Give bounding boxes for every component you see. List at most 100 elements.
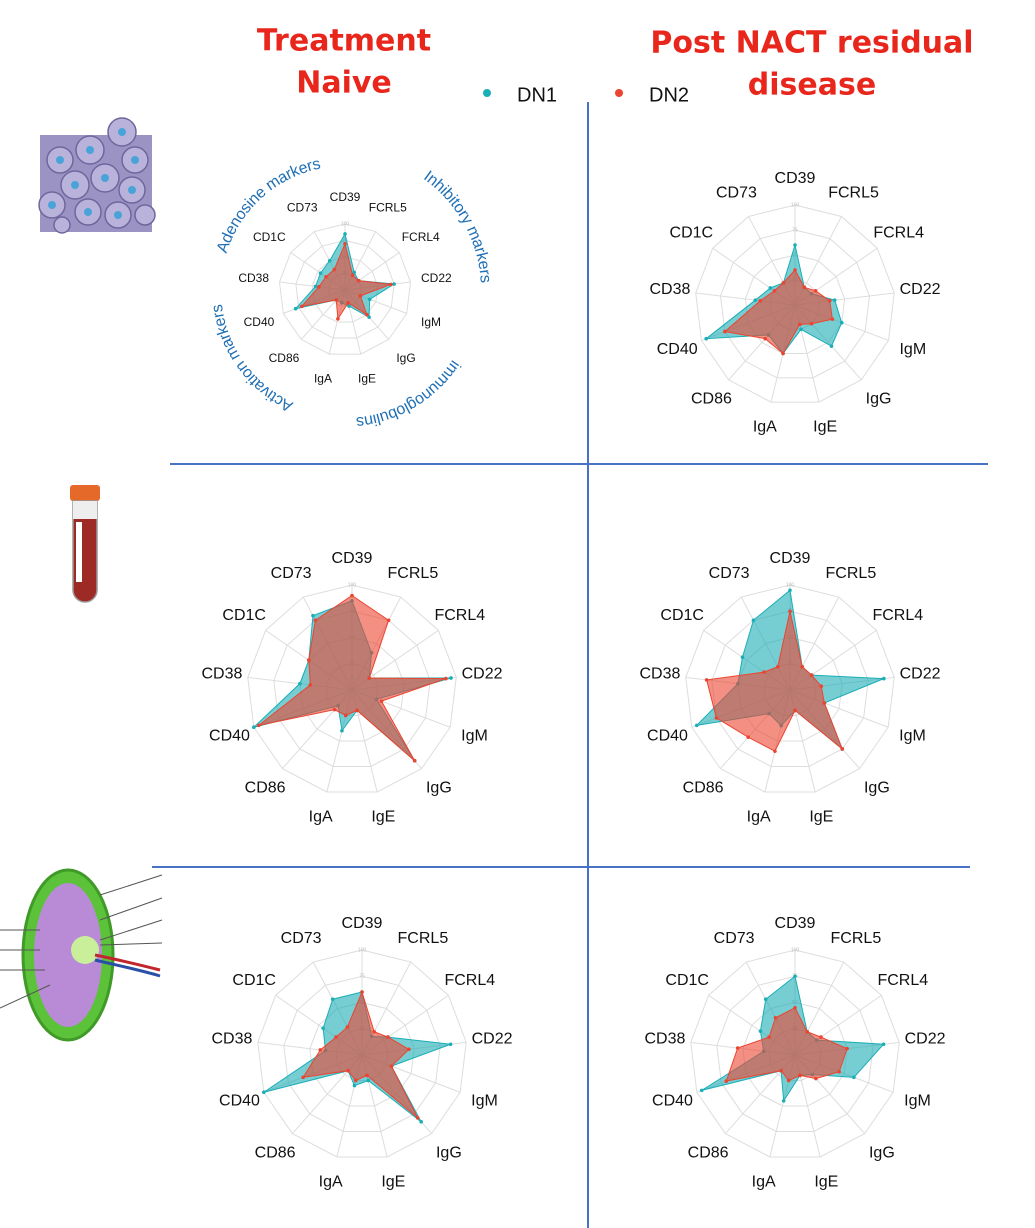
tissue-icon: [38, 117, 156, 234]
axis-label: IgE: [381, 1173, 405, 1190]
group-annotation-text: immunoglobulins: [355, 357, 463, 430]
data-point: [714, 716, 719, 720]
data-point: [814, 1076, 818, 1081]
column-title: disease: [748, 68, 876, 103]
data-point: [412, 758, 417, 763]
data-point: [301, 1075, 305, 1080]
grid-ring: [716, 975, 874, 1132]
data-point: [352, 270, 357, 275]
data-point: [735, 1046, 740, 1050]
grid-ring: [720, 229, 870, 379]
data-point: [822, 701, 827, 705]
axis-label: CD1C: [222, 607, 266, 624]
data-point: [350, 593, 354, 598]
data-point: [768, 286, 773, 290]
axis-label: CD22: [472, 1030, 513, 1047]
data-point: [704, 336, 708, 341]
axis-label: IgE: [813, 419, 837, 436]
axis-label: FCRL5: [398, 930, 449, 947]
axis-label: IgM: [899, 341, 926, 358]
data-point: [845, 1046, 849, 1051]
data-point: [723, 329, 727, 334]
legend-marker: [483, 89, 491, 97]
data-point: [293, 306, 298, 311]
axis-label: IgM: [421, 315, 441, 329]
data-point: [340, 728, 344, 733]
grid-ring: [295, 239, 395, 339]
axis-label: IgA: [309, 808, 333, 825]
data-point: [758, 1029, 763, 1033]
axis-label: CD86: [255, 1144, 296, 1161]
grid-ring: [283, 975, 441, 1132]
axis-label: CD40: [244, 315, 275, 329]
blood-tube-icon: [70, 485, 100, 603]
data-point: [788, 609, 792, 614]
data-point: [740, 655, 745, 659]
data-point: [334, 298, 339, 302]
data-point: [779, 1068, 783, 1073]
data-point: [881, 1042, 886, 1047]
data-point: [365, 1073, 369, 1078]
axis-label: CD22: [905, 1030, 946, 1047]
data-point: [704, 678, 709, 682]
axis-label: IgA: [752, 1173, 776, 1190]
axis-label: IgG: [426, 779, 452, 796]
radar-chart: 255075100CD39FCRL5FCRL4CD22IgMIgGIgEIgAC…: [202, 550, 503, 825]
data-point: [809, 321, 814, 326]
lymph-node-icon: [0, 868, 163, 1042]
data-point: [343, 242, 347, 246]
data-point: [336, 317, 340, 321]
data-point: [419, 1120, 423, 1124]
data-point: [773, 1016, 778, 1020]
series-area: [723, 269, 833, 355]
radar-chart: 255075100CD39FCRL5FCRL4CD22IgMIgGIgEIgAC…: [645, 915, 946, 1190]
radar-chart: 255075100CD39FCRL5FCRL4CD22IgMIgGIgEIgAC…: [649, 170, 940, 435]
data-point: [694, 723, 699, 728]
data-point: [324, 275, 328, 279]
column-title: Naive: [296, 66, 392, 101]
axis-label: IgG: [396, 351, 415, 365]
axis-label: CD73: [714, 930, 755, 947]
data-point: [353, 1078, 358, 1083]
legend-label: DN1: [517, 84, 557, 106]
axis-label: CD40: [647, 728, 688, 745]
data-point: [321, 1026, 325, 1030]
data-point: [313, 618, 318, 623]
data-point: [356, 278, 361, 283]
axis-label: CD1C: [253, 230, 286, 244]
data-point: [819, 684, 824, 689]
axis-label: FCRL4: [434, 607, 485, 624]
axis-label: FCRL5: [831, 930, 882, 947]
data-point: [809, 673, 814, 677]
axis-label: IgE: [809, 808, 833, 825]
data-point: [298, 681, 302, 686]
axis-label: CD39: [775, 915, 816, 932]
data-point: [365, 312, 369, 317]
data-point: [318, 271, 323, 275]
grid-ring: [309, 1001, 415, 1107]
axis-label: CD1C: [670, 225, 714, 242]
axis-label: IgE: [371, 808, 395, 825]
data-point: [350, 273, 355, 278]
data-point: [758, 298, 763, 303]
axis-label: FCRL4: [873, 225, 924, 242]
data-point: [882, 676, 886, 681]
data-point: [367, 315, 371, 319]
grid-ring: [744, 254, 846, 355]
data-point: [829, 344, 834, 348]
data-point: [772, 288, 777, 293]
axis-label: CD38: [212, 1030, 253, 1047]
data-point: [776, 664, 780, 669]
data-point: [724, 1079, 729, 1083]
axis-label: CD22: [421, 271, 452, 285]
axis-label: CD73: [271, 565, 312, 582]
grid-ring: [273, 610, 431, 767]
data-point: [389, 1064, 394, 1068]
axis-label: CD38: [238, 271, 269, 285]
data-point: [330, 997, 335, 1002]
data-point: [793, 974, 797, 979]
radar-chart: 255075100CD39FCRL5FCRL4CD22IgMIgGIgEIgAC…: [212, 915, 513, 1190]
data-point: [699, 1088, 704, 1093]
axis-label: CD22: [900, 281, 941, 298]
axis-label: IgM: [461, 728, 488, 745]
